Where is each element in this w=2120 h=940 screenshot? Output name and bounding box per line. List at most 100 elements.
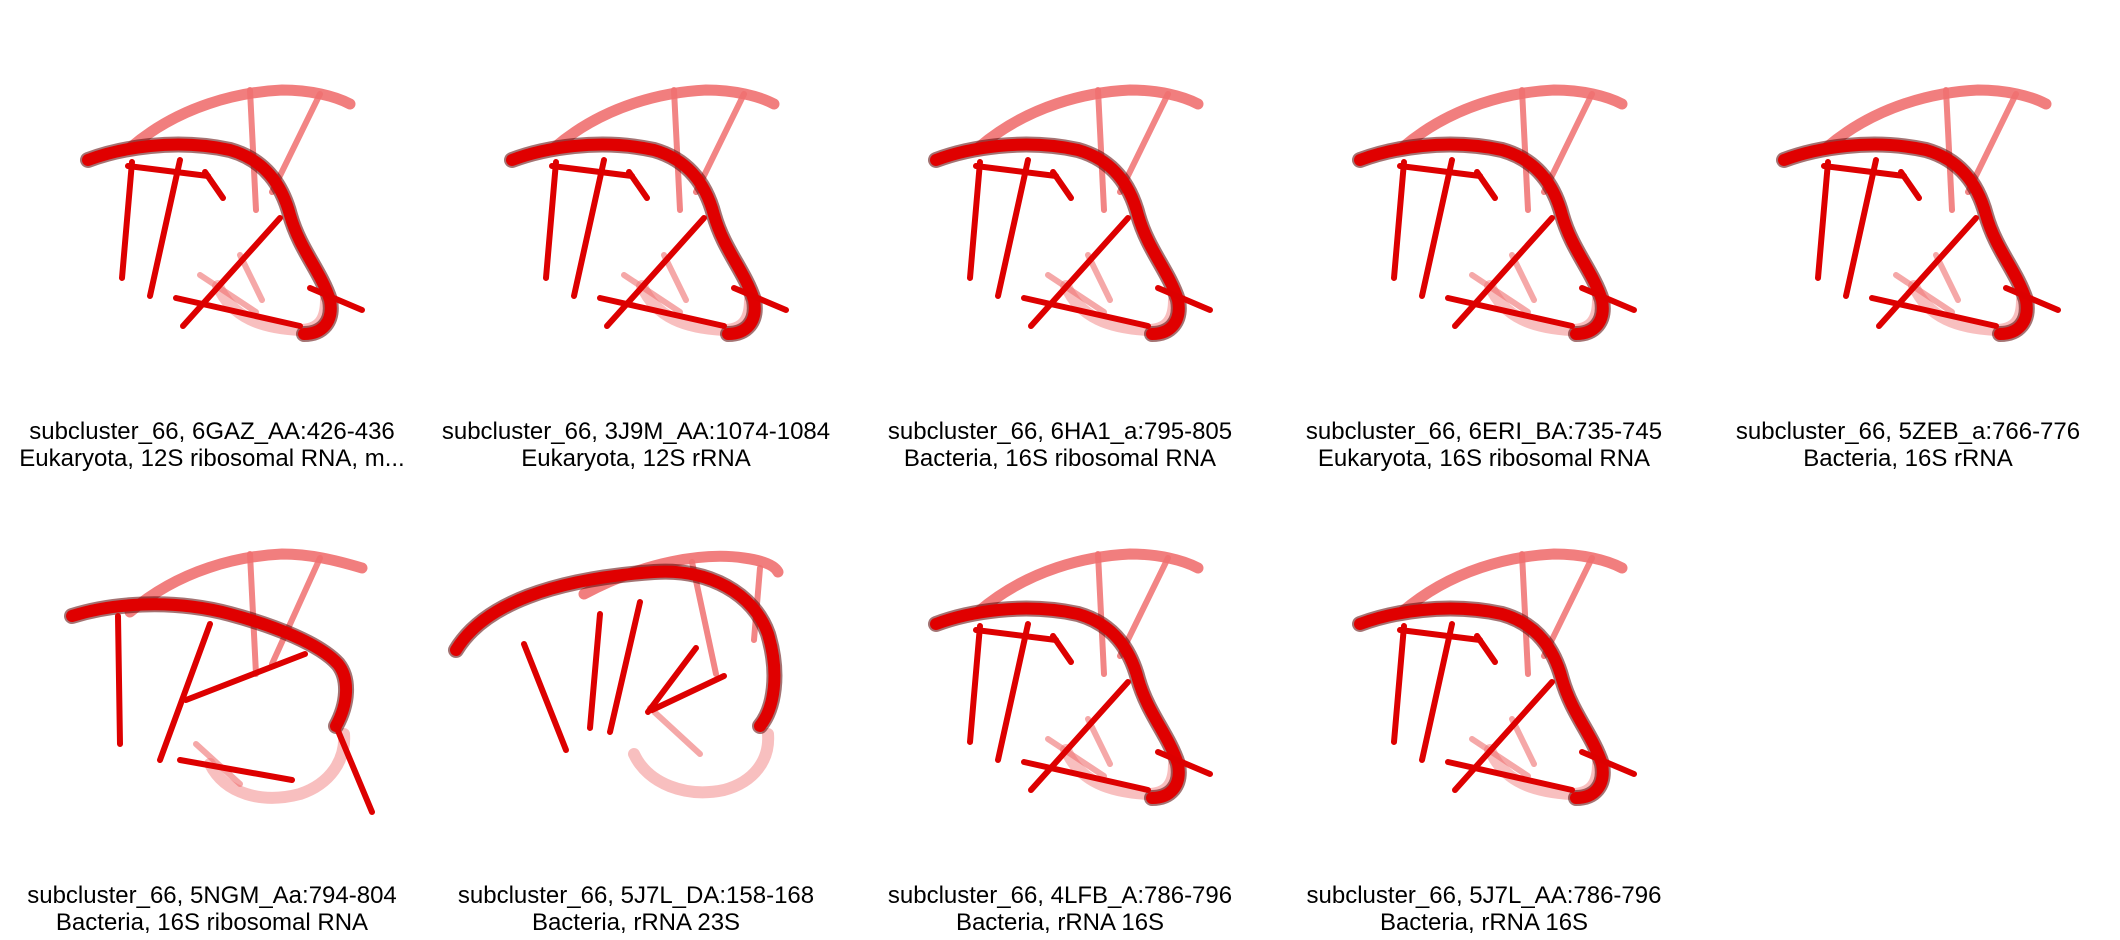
base-stick xyxy=(125,163,211,179)
backbone-loop xyxy=(1060,744,1180,800)
structure-id: subcluster_66, 5ZEB_a:766-776 xyxy=(1735,418,2081,445)
base-stick xyxy=(587,611,603,731)
base-stick xyxy=(543,159,559,281)
base-stick xyxy=(1469,736,1531,779)
structure-panel: subcluster_66, 6GAZ_AA:426-436 Eukaryota… xyxy=(0,0,424,472)
rna-structure-image xyxy=(80,84,365,342)
structure-taxonomy: Eukaryota, 12S rRNA xyxy=(521,445,751,472)
base-stick xyxy=(571,157,607,299)
backbone-front xyxy=(82,138,337,340)
base-stick xyxy=(995,157,1031,299)
base-stick xyxy=(1519,87,1531,213)
base-stick xyxy=(549,163,635,179)
structure-panel: subcluster_66, 3J9M_AA:1074-1084 Eukaryo… xyxy=(424,0,848,472)
base-stick xyxy=(604,215,707,329)
rna-structure-image xyxy=(64,548,375,815)
structure-caption: subcluster_66, 6GAZ_AA:426-436 Eukaryota… xyxy=(0,418,424,472)
backbone-front xyxy=(930,138,1185,340)
base-stick xyxy=(1021,295,1151,329)
backbone-loop xyxy=(628,728,775,799)
base-stick xyxy=(1155,285,1213,313)
base-stick xyxy=(671,87,683,213)
rna-structure-image xyxy=(928,548,1213,806)
structure-id: subcluster_66, 3J9M_AA:1074-1084 xyxy=(441,418,831,445)
backbone-back xyxy=(124,84,356,154)
rna-structure-image xyxy=(448,550,784,799)
backbone-front xyxy=(930,602,1185,804)
rna-structure-image xyxy=(1776,84,2061,342)
base-stick xyxy=(1095,551,1107,677)
backbone-back xyxy=(1820,84,2052,154)
structure-caption: subcluster_66, 6ERI_BA:735-745 Eukaryota… xyxy=(1272,418,1696,472)
backbone-back xyxy=(1396,84,1628,154)
rna-structure-image xyxy=(928,84,1213,342)
base-stick xyxy=(119,159,135,281)
structure-panel: subcluster_66, 5J7L_AA:786-796 Bacteria,… xyxy=(1272,464,1696,936)
backbone-back xyxy=(1396,548,1628,618)
base-stick xyxy=(269,555,323,667)
base-stick xyxy=(1045,272,1107,315)
base-stick xyxy=(115,613,123,747)
base-stick xyxy=(1843,157,1879,299)
base-stick xyxy=(973,163,1059,179)
backbone-front xyxy=(1354,138,1609,340)
base-stick xyxy=(1419,157,1455,299)
base-stick xyxy=(967,159,983,281)
base-stick xyxy=(197,272,259,315)
structure-taxonomy: Bacteria, 16S rRNA xyxy=(1803,445,2013,472)
base-stick xyxy=(1869,295,1999,329)
rna-structure-image xyxy=(1352,84,1637,342)
base-stick xyxy=(183,651,308,703)
base-stick xyxy=(1095,87,1107,213)
base-stick xyxy=(645,645,699,715)
structure-taxonomy: Eukaryota, 16S ribosomal RNA xyxy=(1317,445,1651,472)
base-stick xyxy=(973,627,1059,643)
backbone-loop xyxy=(1908,280,2028,336)
base-stick xyxy=(597,295,727,329)
backbone-front xyxy=(1354,602,1609,804)
base-stick xyxy=(247,87,259,213)
base-stick xyxy=(1028,679,1131,793)
structure-taxonomy: Bacteria, rRNA 23S xyxy=(531,909,741,936)
rna-structure-image xyxy=(504,84,789,342)
base-stick xyxy=(1445,295,1575,329)
structure-caption: subcluster_66, 5J7L_DA:158-168 Bacteria,… xyxy=(424,882,848,936)
base-stick xyxy=(157,621,213,763)
structure-panel: subcluster_66, 6HA1_a:795-805 Bacteria, … xyxy=(848,0,1272,472)
backbone-back xyxy=(124,548,368,618)
base-stick xyxy=(1445,759,1575,793)
backbone-back xyxy=(548,84,780,154)
base-stick xyxy=(1452,215,1555,329)
base-stick xyxy=(621,272,683,315)
structure-taxonomy: Bacteria, rRNA 16S xyxy=(1379,909,1589,936)
base-stick xyxy=(1028,215,1131,329)
base-stick xyxy=(173,295,303,329)
base-stick xyxy=(607,599,643,735)
structure-panel: subcluster_66, 5J7L_DA:158-168 Bacteria,… xyxy=(424,464,848,936)
base-stick xyxy=(1021,759,1151,793)
base-stick xyxy=(1045,736,1107,779)
backbone-loop xyxy=(212,280,332,336)
structure-id: subcluster_66, 5J7L_AA:786-796 xyxy=(1306,882,1662,909)
base-stick xyxy=(1391,623,1407,745)
structure-caption: subcluster_66, 5ZEB_a:766-776 Bacteria, … xyxy=(1696,418,2120,472)
backbone-front xyxy=(66,598,353,732)
base-stick xyxy=(180,215,283,329)
structure-id: subcluster_66, 6HA1_a:795-805 xyxy=(887,418,1233,445)
backbone-loop xyxy=(204,728,351,804)
structure-caption: subcluster_66, 3J9M_AA:1074-1084 Eukaryo… xyxy=(424,418,848,472)
base-stick xyxy=(649,673,727,713)
base-stick xyxy=(995,621,1031,763)
backbone-back xyxy=(972,84,1204,154)
base-stick xyxy=(1397,163,1483,179)
base-stick xyxy=(1821,163,1907,179)
rna-structure-image xyxy=(1352,548,1637,806)
base-stick xyxy=(1469,272,1531,315)
base-stick xyxy=(1943,87,1955,213)
base-stick xyxy=(731,285,789,313)
backbone-front xyxy=(450,565,781,732)
base-stick xyxy=(1419,621,1455,763)
base-stick xyxy=(333,723,375,815)
structure-taxonomy: Bacteria, rRNA 16S xyxy=(955,909,1165,936)
